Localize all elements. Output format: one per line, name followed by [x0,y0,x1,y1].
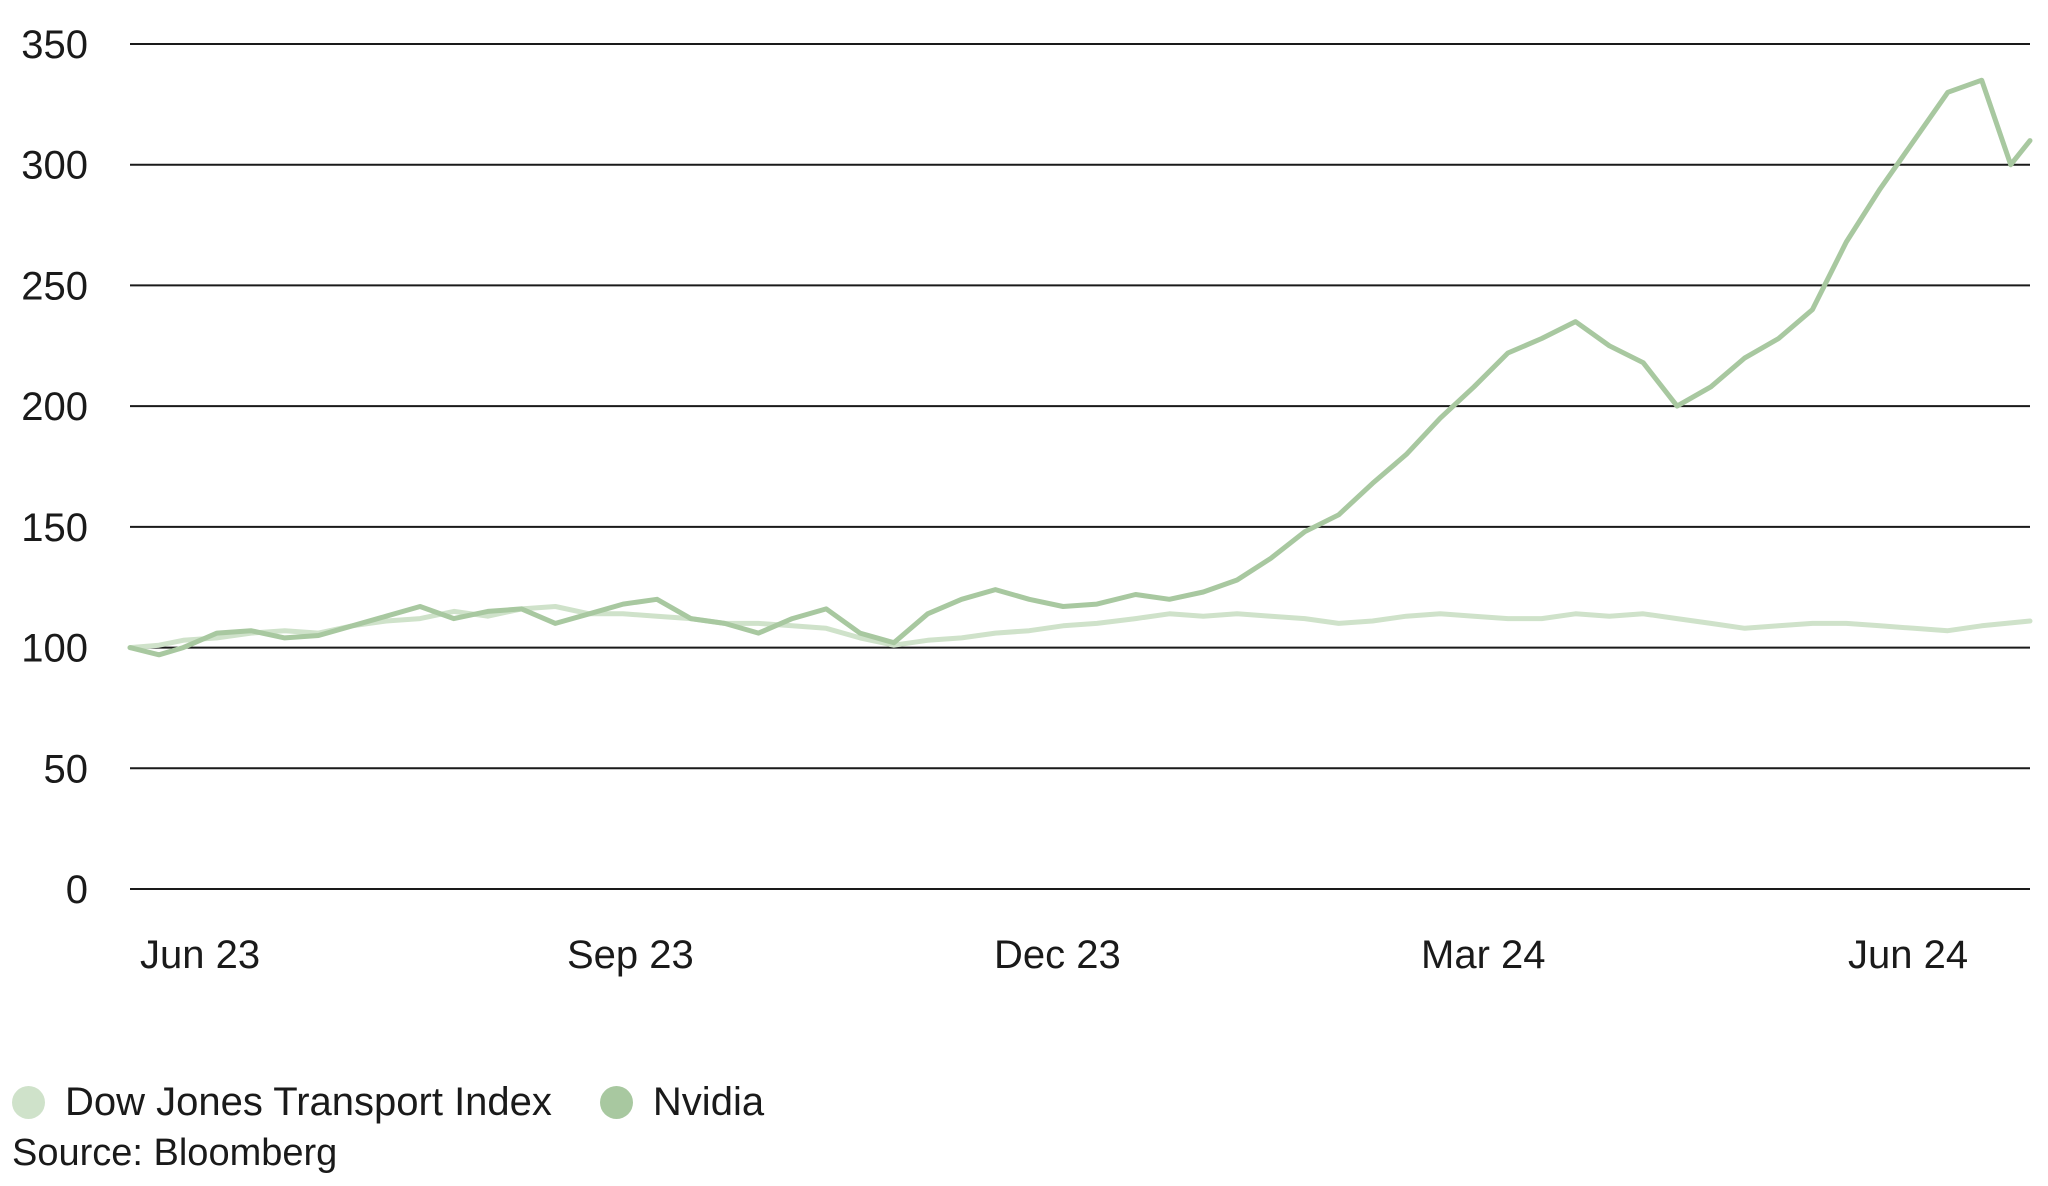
source-note: Source: Bloomberg [12,1132,338,1174]
y-tick-label: 0 [66,868,88,912]
x-tick-label: Jun 24 [1848,933,1968,977]
x-tick-labels: Jun 23 Sep 23 Dec 23 Mar 24 Jun 24 [140,933,1968,977]
series-line-nvidia [127,77,2033,658]
series-line-dow-jones [127,604,2033,651]
x-tick-label: Mar 24 [1421,933,1546,977]
dow-jones-swatch-icon [12,1085,45,1119]
y-tick-label: 300 [21,144,88,188]
y-tick-label: 250 [21,264,88,308]
line-chart: 0 50 100 150 200 250 300 350 Jun 23 Sep 23 Dec 23… [21,23,2033,977]
series-lines [127,77,2033,658]
legend-label-nvidia: Nvidia [652,1080,765,1124]
nvidia-swatch-icon [599,1085,633,1119]
x-tick-label: Dec 23 [994,933,1121,977]
legend-label-dow-jones: Dow Jones Transport Index [65,1080,552,1124]
legend-item-dow-jones: Dow Jones Transport Index [12,1078,552,1126]
x-tick-label: Sep 23 [567,933,694,977]
y-tick-label: 200 [21,385,88,429]
y-tick-label: 100 [21,627,88,671]
y-tick-label: 350 [21,23,88,67]
grid-lines [130,43,2030,890]
y-tick-label: 50 [44,747,89,791]
legend: Dow Jones Transport Index Nvidia [12,1078,812,1126]
y-tick-labels: 0 50 100 150 200 250 300 350 [21,23,88,912]
x-tick-label: Jun 23 [140,933,260,977]
legend-item-nvidia: Nvidia [599,1078,765,1126]
y-tick-label: 150 [21,506,88,550]
